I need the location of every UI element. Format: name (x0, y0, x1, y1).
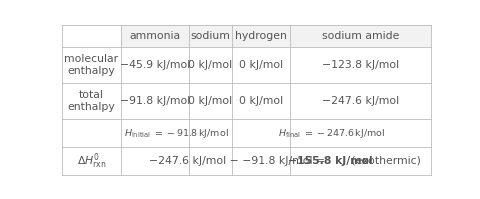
Bar (188, 147, 232, 175)
Bar (121, 47, 188, 83)
Bar (290, 119, 431, 147)
Bar (290, 147, 431, 175)
Text: hydrogen: hydrogen (235, 31, 287, 41)
Text: 0 kJ/mol: 0 kJ/mol (239, 96, 283, 106)
Bar (61, 47, 121, 83)
Text: −123.8 kJ/mol: −123.8 kJ/mol (322, 60, 398, 70)
Bar (290, 47, 431, 83)
Bar (188, 47, 232, 83)
Text: total
enthalpy: total enthalpy (68, 90, 115, 112)
Text: −45.9 kJ/mol: −45.9 kJ/mol (120, 60, 190, 70)
Text: 0 kJ/mol: 0 kJ/mol (188, 60, 232, 70)
Bar (290, 83, 431, 119)
Bar (61, 147, 121, 175)
Text: 0 kJ/mol: 0 kJ/mol (188, 96, 232, 106)
Text: 0 kJ/mol: 0 kJ/mol (239, 60, 283, 70)
Bar (61, 25, 121, 47)
Text: −247.6 kJ/mol: −247.6 kJ/mol (322, 96, 398, 106)
Bar (232, 119, 290, 147)
Bar (188, 25, 232, 47)
Text: sodium amide: sodium amide (322, 31, 399, 41)
Bar (121, 119, 188, 147)
Bar (290, 25, 431, 47)
Bar (61, 119, 121, 147)
Text: −155.8 kJ/mol: −155.8 kJ/mol (287, 156, 372, 166)
Bar (232, 83, 290, 119)
Text: $H_\mathrm{initial}$ $= -91.8\,\mathrm{kJ/mol}$: $H_\mathrm{initial}$ $= -91.8\,\mathrm{k… (124, 127, 228, 140)
Bar (232, 147, 290, 175)
Text: (exothermic): (exothermic) (347, 156, 420, 166)
Bar (188, 119, 232, 147)
Text: $H_\mathrm{final}$ $= -247.6\,\mathrm{kJ/mol}$: $H_\mathrm{final}$ $= -247.6\,\mathrm{kJ… (277, 127, 384, 140)
Bar (188, 83, 232, 119)
Text: sodium: sodium (190, 31, 230, 41)
Text: molecular
enthalpy: molecular enthalpy (64, 54, 119, 76)
Text: −91.8 kJ/mol: −91.8 kJ/mol (120, 96, 190, 106)
Bar (232, 47, 290, 83)
Bar (121, 147, 188, 175)
Text: −247.6 kJ/mol − −91.8 kJ/mol =: −247.6 kJ/mol − −91.8 kJ/mol = (148, 156, 327, 166)
Text: ammonia: ammonia (129, 31, 180, 41)
Bar (232, 25, 290, 47)
Bar (121, 83, 188, 119)
Text: $\Delta H^0_\mathrm{rxn}$: $\Delta H^0_\mathrm{rxn}$ (77, 151, 106, 171)
Bar (61, 83, 121, 119)
Bar (121, 25, 188, 47)
